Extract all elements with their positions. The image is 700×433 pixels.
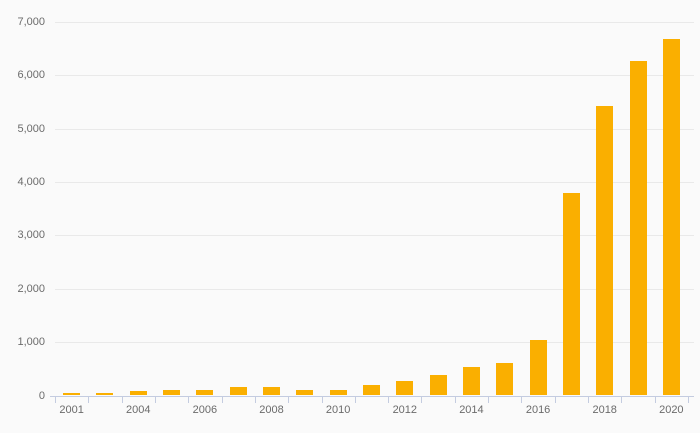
x-tick-mark: [88, 396, 90, 403]
x-axis-label: 2020: [659, 403, 684, 416]
x-tick-mark: [388, 396, 390, 403]
x-tick-mark: [621, 396, 623, 403]
gridline: [55, 128, 694, 130]
bar: [396, 381, 414, 396]
y-axis-label: 0: [38, 389, 45, 402]
y-axis-label: 5,000: [17, 122, 45, 135]
gridline: [55, 288, 694, 290]
gridline: [55, 75, 694, 77]
bar: [462, 367, 480, 396]
x-axis-label: 2012: [392, 403, 418, 416]
bar: [196, 390, 214, 396]
bar: [629, 61, 647, 396]
bar: [163, 389, 181, 396]
x-axis-label: 2001: [59, 403, 84, 416]
x-tick-mark: [454, 396, 456, 403]
bar: [63, 393, 81, 396]
y-axis-label: 3,000: [17, 229, 45, 242]
bar: [496, 362, 514, 396]
bar: [662, 38, 680, 396]
y-axis-label: 6,000: [17, 69, 45, 82]
gridline: [55, 235, 694, 237]
x-tick-mark: [654, 396, 656, 403]
gridline: [55, 21, 694, 23]
x-tick-mark: [288, 396, 290, 403]
x-tick-mark: [588, 396, 590, 403]
x-axis-label: 2004: [126, 403, 151, 416]
x-tick-mark: [154, 396, 156, 403]
x-axis-label: 2014: [459, 403, 484, 416]
y-axis-label: 7,000: [17, 15, 45, 28]
x-tick-mark: [421, 396, 423, 403]
x-axis-label: 2016: [525, 403, 551, 416]
x-tick-mark: [354, 396, 356, 403]
x-tick-mark: [221, 396, 223, 403]
x-tick-mark: [254, 396, 256, 403]
x-tick-mark: [321, 396, 323, 403]
bar: [562, 192, 580, 396]
bar: [229, 387, 247, 396]
y-axis-label: 4,000: [17, 175, 45, 188]
bar: [96, 393, 114, 396]
x-axis-line: [50, 395, 694, 397]
y-axis-label: 1,000: [17, 336, 45, 349]
gridline: [55, 181, 694, 183]
x-tick-mark: [55, 396, 56, 403]
bar: [263, 386, 281, 396]
y-axis-label: 2,000: [17, 282, 45, 295]
bar: [596, 105, 614, 396]
bar: [429, 375, 447, 396]
x-axis-label: 2018: [592, 403, 617, 416]
x-tick-mark: [188, 396, 190, 403]
x-tick-mark: [554, 396, 556, 403]
x-tick-mark: [521, 396, 523, 403]
bar: [363, 384, 380, 396]
bar: [529, 340, 547, 396]
x-tick-mark: [121, 396, 123, 403]
bar: [329, 389, 347, 396]
x-axis-label: 2010: [325, 403, 351, 416]
x-tick-mark: [488, 396, 490, 403]
x-tick-mark: [688, 396, 689, 403]
x-axis-label: 2008: [259, 403, 284, 416]
x-axis-label: 2006: [192, 403, 218, 416]
gridline: [55, 342, 694, 344]
bar: [129, 390, 147, 396]
bar: [296, 389, 314, 396]
